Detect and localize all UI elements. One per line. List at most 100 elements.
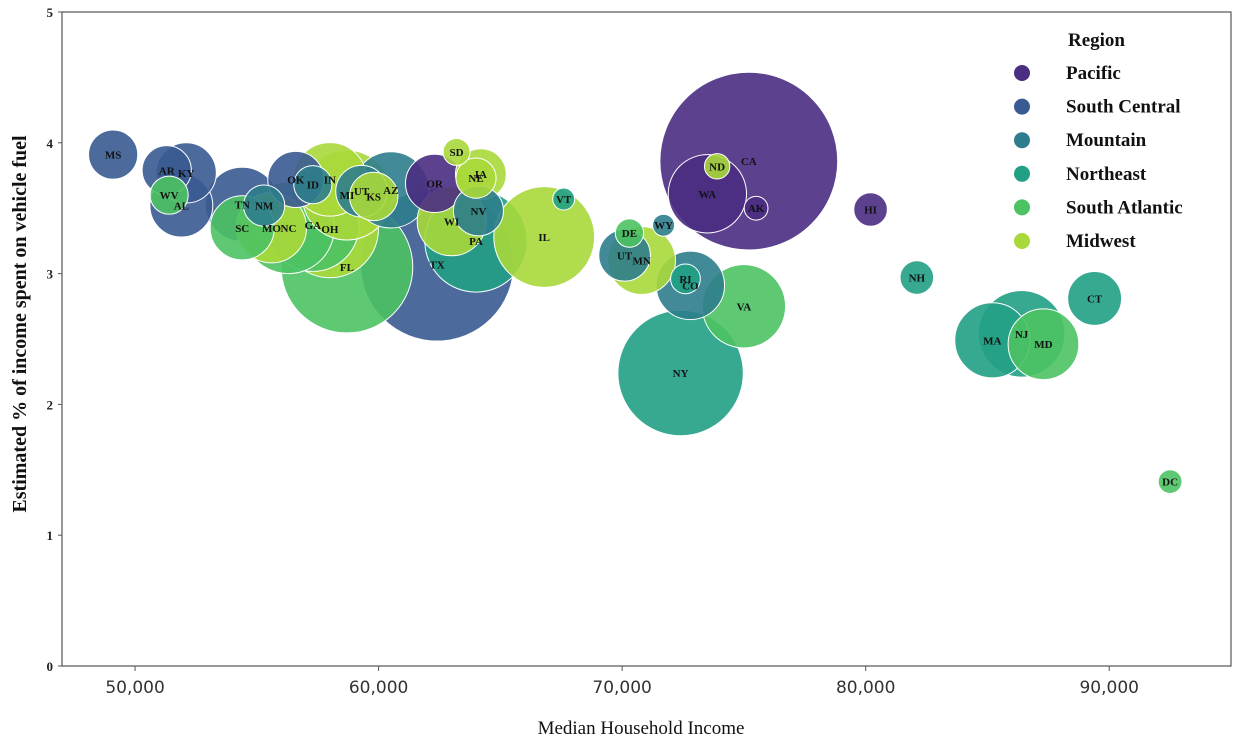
bubble-label-sc: SC bbox=[235, 223, 249, 235]
legend: Region Pacific South Central Mountain North… bbox=[1014, 30, 1183, 252]
y-tick-label: 1 bbox=[47, 528, 54, 543]
y-tick-label: 3 bbox=[47, 267, 54, 282]
bubble-label-dc: DC bbox=[1162, 477, 1178, 489]
bubble-label-ma: MA bbox=[983, 335, 1001, 347]
bubble-label-mn: MN bbox=[632, 256, 650, 268]
bubble-nh bbox=[899, 260, 935, 295]
bubble-label-nj: NJ bbox=[1015, 329, 1029, 341]
legend-label-mountain: Mountain bbox=[1066, 130, 1147, 151]
bubble-label-ne: NE bbox=[468, 173, 483, 185]
bubble-ct bbox=[1067, 271, 1123, 326]
bubble-label-ri: RI bbox=[679, 274, 691, 286]
bubble-label-az: AZ bbox=[383, 185, 398, 197]
x-tick-label: 80,000 bbox=[836, 678, 895, 698]
legend-label-northeast: Northeast bbox=[1066, 164, 1147, 185]
bubble-label-wv: WV bbox=[160, 190, 179, 202]
bubble-label-wi: WI bbox=[444, 216, 459, 228]
bubble-nm bbox=[243, 184, 286, 227]
bubble-label-id: ID bbox=[307, 180, 319, 192]
bubble-label-tn: TN bbox=[235, 199, 250, 211]
legend-marker-south-atlantic bbox=[1014, 199, 1030, 216]
bubble-md bbox=[1007, 308, 1080, 381]
bubble-label-fl: FL bbox=[340, 262, 354, 274]
x-tick-label: 60,000 bbox=[349, 678, 408, 698]
bubble-label-de: DE bbox=[622, 228, 637, 240]
bubble-label-ga: GA bbox=[305, 220, 322, 232]
y-tick-label: 2 bbox=[47, 397, 54, 412]
bubble-label-al: AL bbox=[174, 201, 189, 213]
x-tick-label: 70,000 bbox=[592, 678, 651, 698]
legend-title: Region bbox=[1068, 30, 1125, 51]
bubble-label-oh: OH bbox=[321, 224, 339, 236]
bubble-label-tx: TX bbox=[429, 259, 444, 271]
legend-marker-mountain bbox=[1014, 132, 1030, 149]
plot-frame bbox=[61, 11, 1232, 667]
x-axis-title: Median Household Income bbox=[538, 718, 745, 739]
plot-border bbox=[61, 11, 1232, 667]
y-tick-label: 0 bbox=[47, 659, 54, 674]
bubble-wv bbox=[149, 175, 189, 215]
bubble-il bbox=[493, 186, 596, 288]
bubble-label-wy: WY bbox=[654, 220, 673, 232]
bubble-label-ky: KY bbox=[178, 168, 195, 180]
bubble-label-nm: NM bbox=[255, 201, 274, 213]
x-tick-label: 90,000 bbox=[1079, 678, 1138, 698]
bubble-label-ar: AR bbox=[159, 165, 176, 177]
bubble-label-vt: VT bbox=[556, 194, 572, 206]
y-tick-label: 4 bbox=[47, 136, 54, 151]
legend-marker-northeast bbox=[1014, 165, 1030, 182]
legend-marker-pacific bbox=[1014, 65, 1030, 81]
bubble-dc bbox=[1157, 469, 1183, 494]
bubble-ne bbox=[455, 157, 497, 199]
legend-marker-midwest bbox=[1014, 233, 1030, 249]
y-tick-label: 5 bbox=[47, 5, 54, 20]
bubble-ak bbox=[743, 195, 769, 221]
legend-label-midwest: Midwest bbox=[1066, 231, 1136, 252]
x-tick-label: 50,000 bbox=[105, 678, 164, 698]
bubble-label-nd: ND bbox=[709, 161, 725, 173]
bubble-label-ca: CA bbox=[741, 156, 757, 168]
bubble-label-pa: PA bbox=[469, 236, 483, 248]
bubble-label-md: MD bbox=[1034, 339, 1052, 351]
bubble-label-ut: UT bbox=[354, 186, 370, 198]
bubble-nd bbox=[703, 153, 731, 180]
bubble-label-sd: SD bbox=[450, 147, 464, 159]
bubble-id bbox=[293, 165, 333, 205]
bubble-ks bbox=[349, 171, 399, 222]
bubble-ms bbox=[88, 129, 139, 180]
legend-marker-south-central bbox=[1014, 98, 1030, 115]
bubble-label-nc: NC bbox=[281, 223, 297, 235]
bubble-label-ak: AK bbox=[748, 203, 765, 215]
bubble-label-ks: KS bbox=[366, 191, 381, 203]
y-axis-title: Estimated % of income spent on vehicle f… bbox=[9, 135, 31, 513]
bubble-label-mi: MI bbox=[340, 190, 355, 202]
bubble-label-mo: MO bbox=[262, 223, 281, 235]
bubble-sd bbox=[442, 137, 471, 166]
bubble-label-ok: OK bbox=[287, 174, 305, 186]
bubble-label-ia: IA bbox=[475, 169, 487, 181]
bubble-label-ms: MS bbox=[105, 150, 122, 162]
bubble-label-ut: UT bbox=[617, 250, 633, 262]
bubble-vt bbox=[552, 187, 576, 211]
bubble-label-ny: NY bbox=[673, 368, 689, 380]
bubble-label-ct: CT bbox=[1087, 293, 1103, 305]
legend-label-south-atlantic: South Atlantic bbox=[1066, 197, 1183, 218]
y-axis-ticks: 0 1 2 3 4 5 bbox=[47, 5, 62, 674]
bubble-label-nh: NH bbox=[909, 273, 926, 285]
legend-label-south-central: South Central bbox=[1066, 97, 1181, 118]
bubble-label-il: IL bbox=[538, 232, 550, 244]
bubble-label-hi: HI bbox=[864, 205, 877, 217]
bubble-ri bbox=[670, 263, 701, 295]
bubble-label-or: OR bbox=[426, 178, 444, 190]
bubble-label-wa: WA bbox=[699, 189, 717, 201]
bubble-label-in: IN bbox=[324, 174, 336, 186]
legend-label-pacific: Pacific bbox=[1066, 63, 1121, 84]
bubble-layer bbox=[88, 71, 1183, 494]
bubble-label-nv: NV bbox=[471, 206, 487, 218]
bubble-label-co: CO bbox=[682, 280, 699, 292]
bubble-label-va: VA bbox=[737, 301, 752, 313]
bubble-de bbox=[614, 218, 645, 248]
